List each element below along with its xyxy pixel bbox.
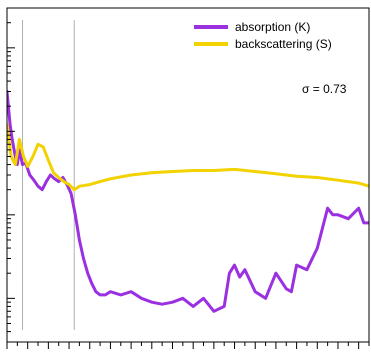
legend-label-backscattering: backscattering (S) xyxy=(235,37,332,51)
series-line-absorption xyxy=(7,90,369,313)
legend: absorption (K) backscattering (S) xyxy=(194,20,332,51)
legend-label-absorption: absorption (K) xyxy=(235,20,310,34)
series-layer xyxy=(7,90,369,313)
reference-lines xyxy=(22,20,75,330)
sigma-annotation: σ = 0.73 xyxy=(302,82,347,96)
series-line-backscattering xyxy=(7,123,369,192)
axes xyxy=(6,7,370,349)
